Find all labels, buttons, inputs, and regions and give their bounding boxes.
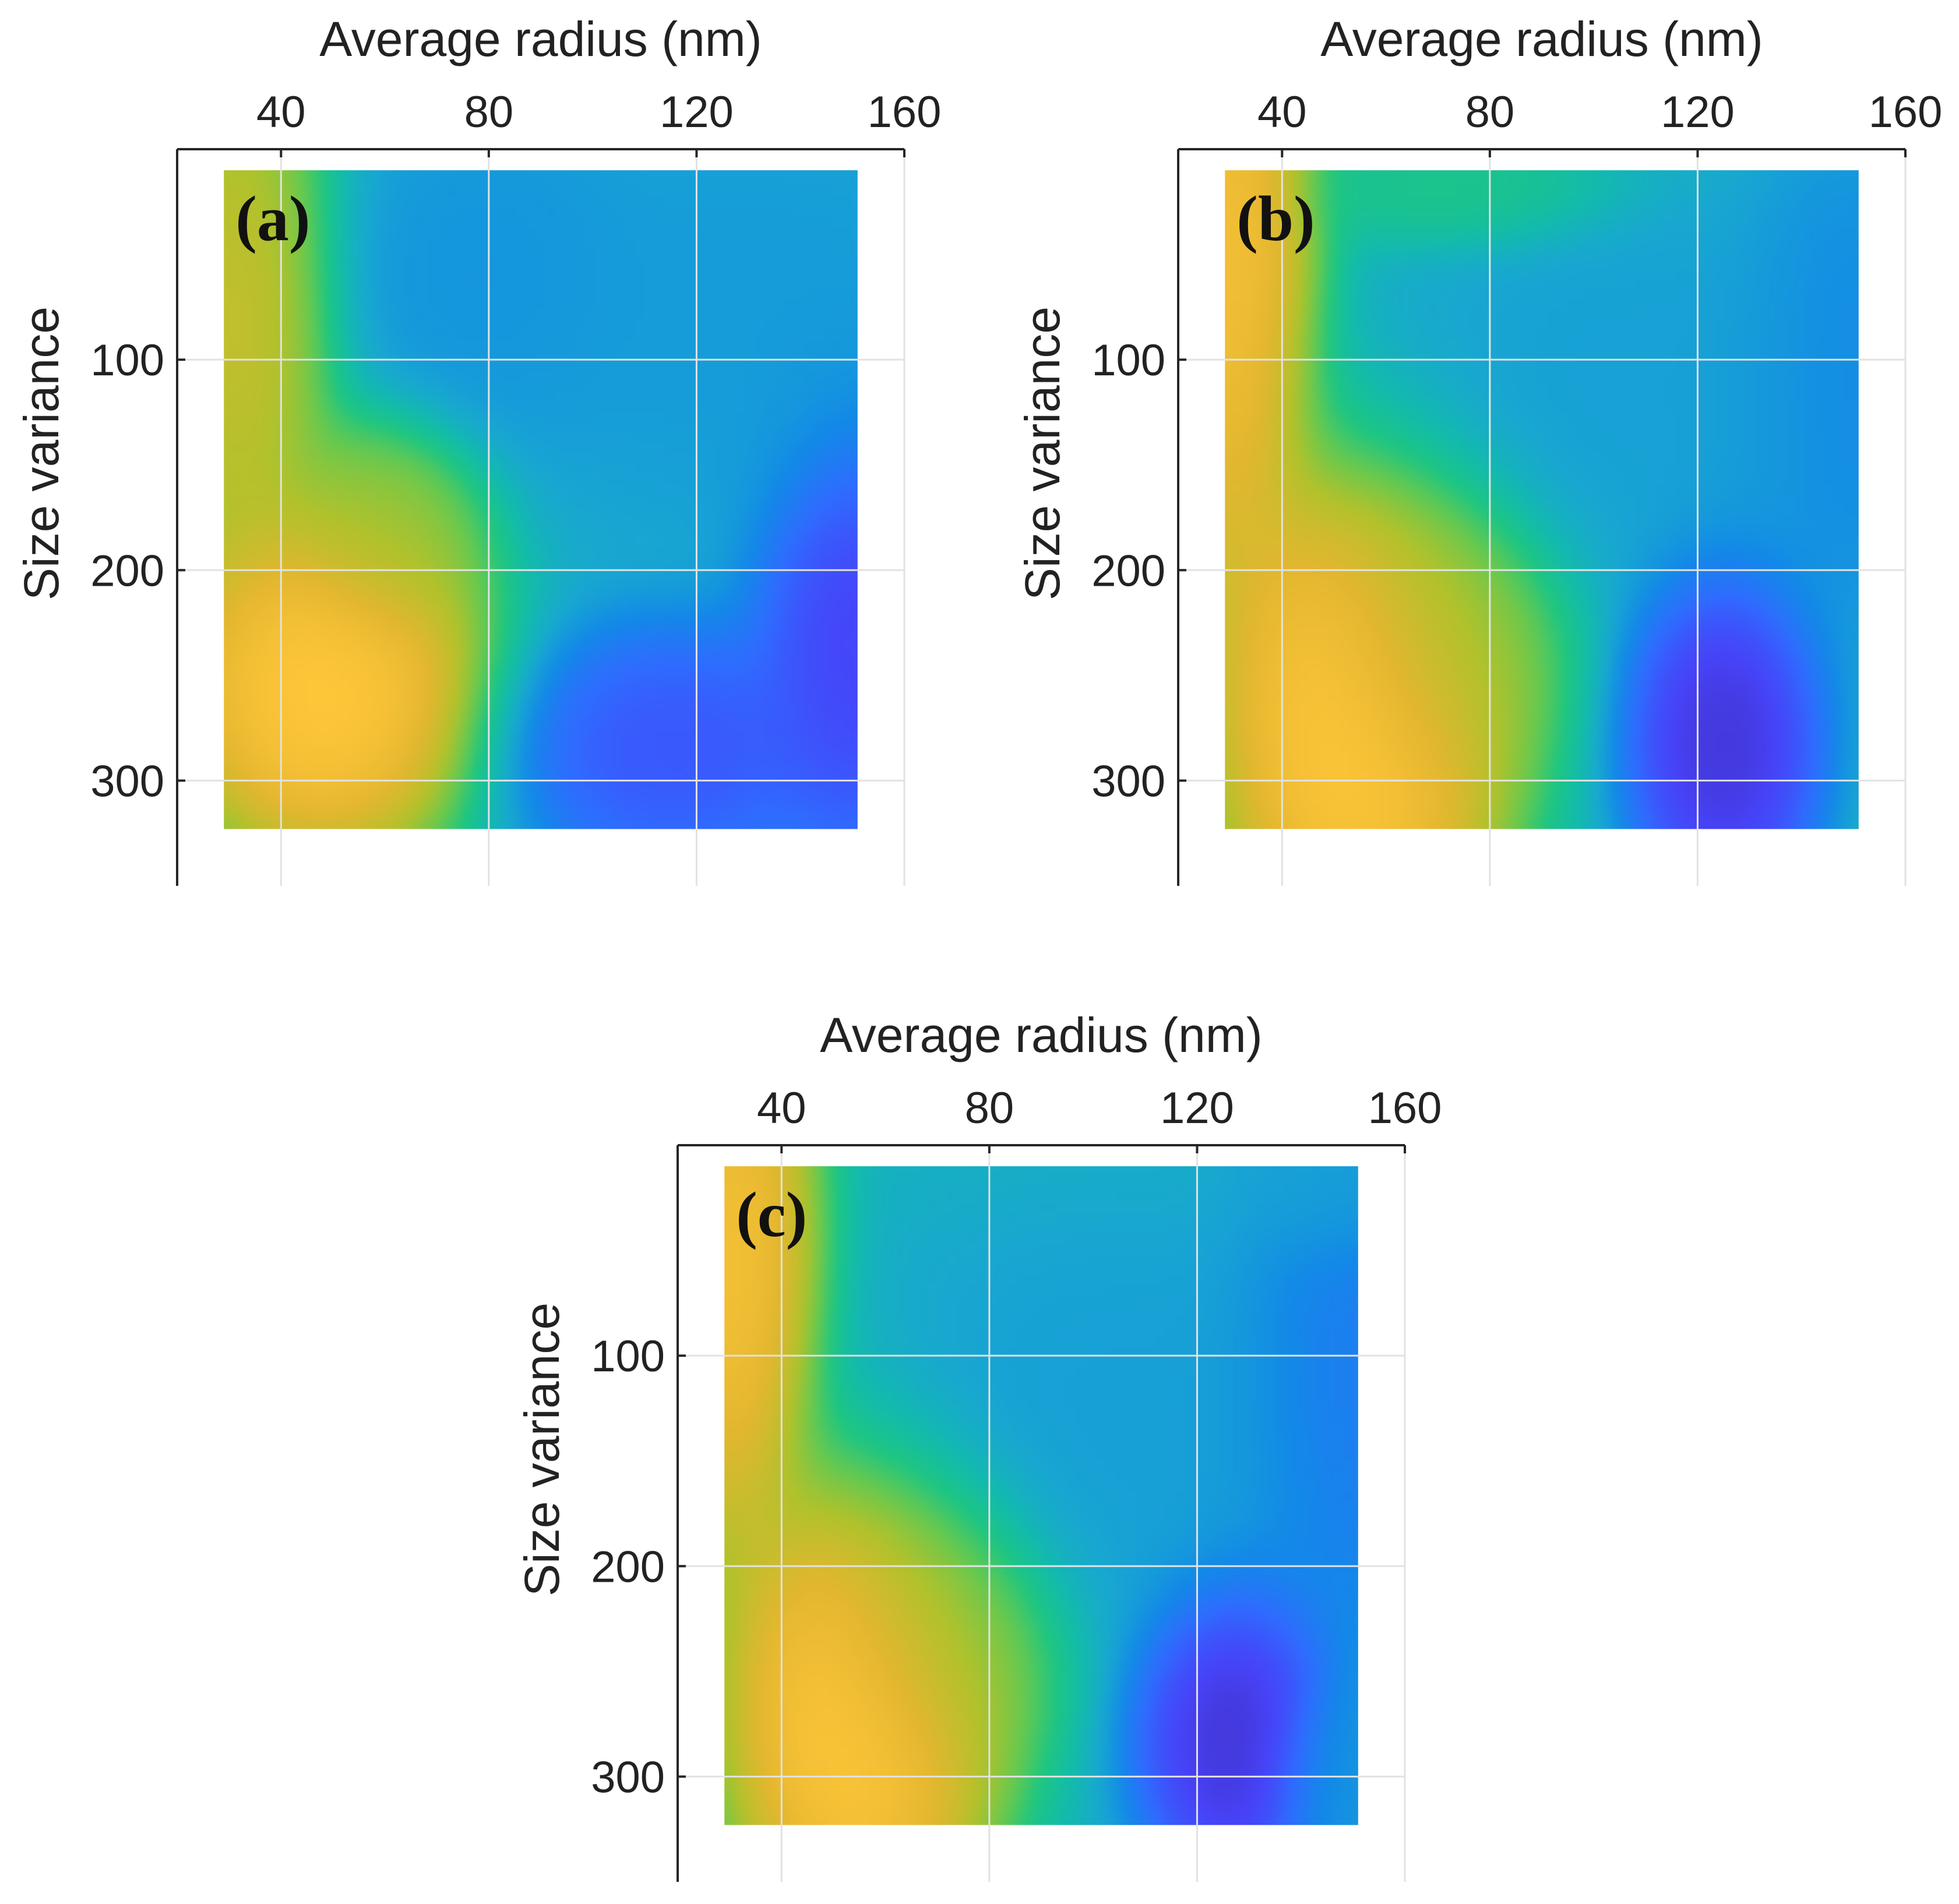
y-tick-label: 100 — [1091, 336, 1165, 385]
x-tick-label: 160 — [1368, 1083, 1442, 1133]
x-axis-title: Average radius (nm) — [1320, 12, 1763, 66]
panel-c: 40 80 120 160 100 200 300 Average radius (nm) Si… — [515, 1008, 1442, 1882]
panel-label: (a) — [235, 183, 310, 254]
y-tick-label: 200 — [591, 1542, 665, 1592]
y-tick-label: 300 — [1091, 756, 1165, 806]
panel-label: (c) — [736, 1179, 807, 1250]
x-tick-label: 120 — [1160, 1083, 1234, 1133]
y-axis-title: Size variance — [515, 1303, 569, 1596]
y-tick-label: 100 — [591, 1332, 665, 1381]
y-tick-label: 200 — [90, 546, 164, 596]
x-tick-label: 80 — [965, 1083, 1014, 1133]
y-axis-title: Size variance — [14, 307, 69, 600]
y-tick-label: 100 — [90, 336, 164, 385]
y-tick-label: 200 — [1091, 546, 1165, 596]
x-tick-label: 40 — [757, 1083, 806, 1133]
x-tick-label: 120 — [1661, 87, 1735, 137]
x-axis-title: Average radius (nm) — [820, 1008, 1262, 1062]
heatmap-surface — [724, 1166, 1358, 1825]
y-axis-title: Size variance — [1015, 307, 1070, 600]
panel-a: 40 80 120 160 100 200 300 Average radius (nm) Si… — [14, 12, 941, 886]
panel-b: 40 80 120 160 100 200 300 Average radius (nm) Si… — [1015, 12, 1942, 886]
heatmap-surface — [224, 170, 858, 829]
x-tick-label: 160 — [1869, 87, 1943, 137]
x-tick-label: 40 — [1257, 87, 1307, 137]
x-tick-label: 120 — [660, 87, 734, 137]
y-tick-label: 300 — [591, 1752, 665, 1802]
y-tick-label: 300 — [90, 756, 164, 806]
x-tick-label: 160 — [868, 87, 942, 137]
x-tick-label: 40 — [256, 87, 306, 137]
heatmap-surface — [1225, 170, 1859, 829]
x-axis-title: Average radius (nm) — [319, 12, 762, 66]
panel-label: (b) — [1236, 183, 1315, 254]
x-tick-label: 80 — [464, 87, 514, 137]
x-tick-label: 80 — [1465, 87, 1515, 137]
